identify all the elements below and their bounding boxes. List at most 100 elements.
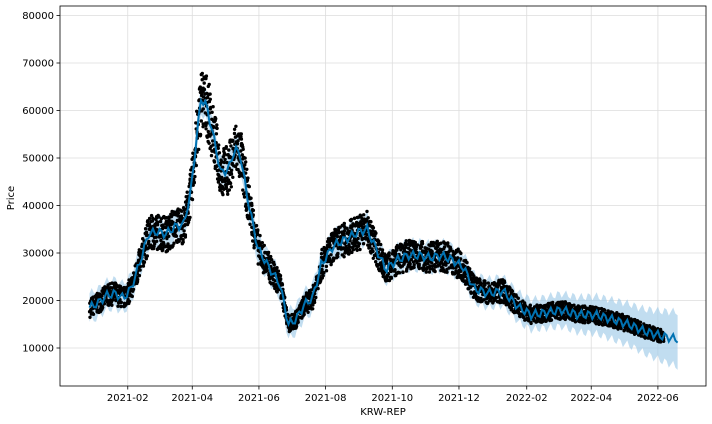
observed-point <box>518 314 522 318</box>
observed-point <box>137 273 142 278</box>
observed-point <box>167 234 171 238</box>
observed-point <box>164 216 169 220</box>
observed-point <box>357 242 362 246</box>
observed-point <box>190 197 195 202</box>
observed-point <box>138 268 142 272</box>
x-tick-label: 2021-12 <box>438 393 480 404</box>
observed-point <box>224 186 228 191</box>
observed-point <box>361 242 366 246</box>
observed-point <box>387 253 391 258</box>
observed-point <box>228 181 233 186</box>
observed-point <box>389 275 393 279</box>
observed-point <box>562 313 566 317</box>
observed-point <box>157 215 161 219</box>
observed-point <box>243 156 247 160</box>
observed-point <box>256 228 260 232</box>
observed-point <box>409 257 413 262</box>
observed-point <box>275 290 279 294</box>
observed-point <box>404 239 408 243</box>
observed-point <box>209 153 214 158</box>
observed-point <box>452 256 457 260</box>
observed-point <box>147 239 151 244</box>
observed-point <box>91 312 96 316</box>
observed-point <box>207 141 211 145</box>
observed-point <box>246 176 250 180</box>
observed-point <box>258 233 262 238</box>
observed-point <box>181 238 185 242</box>
observed-point <box>328 256 332 261</box>
observed-point <box>329 253 333 257</box>
observed-point <box>265 268 269 273</box>
observed-point <box>494 296 498 300</box>
observed-point <box>241 147 245 151</box>
observed-point <box>202 87 207 92</box>
observed-point <box>245 167 249 171</box>
observed-point <box>424 270 428 274</box>
observed-point <box>231 175 235 179</box>
observed-point <box>366 216 370 220</box>
observed-point <box>235 142 240 146</box>
observed-point <box>510 289 515 293</box>
observed-point <box>235 162 239 166</box>
observed-point <box>172 241 176 245</box>
observed-point <box>447 266 451 270</box>
observed-point <box>144 257 148 261</box>
observed-point <box>176 211 181 215</box>
observed-point <box>342 255 346 259</box>
observed-point <box>456 247 460 251</box>
observed-point <box>474 276 479 280</box>
observed-point <box>206 129 210 134</box>
observed-point <box>380 266 384 270</box>
observed-point <box>144 230 149 234</box>
x-tick-label: 2021-02 <box>107 393 149 404</box>
observed-point <box>479 282 483 286</box>
observed-point <box>193 174 197 179</box>
observed-point <box>551 300 555 305</box>
observed-point <box>110 303 114 307</box>
observed-point <box>365 209 369 214</box>
observed-point <box>155 239 159 243</box>
observed-point <box>280 283 285 287</box>
observed-point <box>194 163 198 168</box>
observed-point <box>497 283 501 287</box>
observed-point <box>159 243 163 247</box>
observed-point <box>227 148 231 152</box>
observed-point <box>336 254 340 259</box>
y-tick-label: 70000 <box>22 59 54 70</box>
observed-point <box>223 179 227 183</box>
observed-point <box>227 188 231 192</box>
observed-point <box>488 284 492 288</box>
x-tick-label: 2022-06 <box>637 393 679 404</box>
observed-point <box>328 243 332 247</box>
observed-point <box>444 263 448 267</box>
observed-point <box>119 304 123 309</box>
observed-point <box>459 251 463 256</box>
observed-point <box>145 254 149 258</box>
observed-point <box>251 208 256 213</box>
observed-point <box>603 308 607 312</box>
observed-point <box>215 123 219 127</box>
observed-point <box>337 230 341 234</box>
observed-point <box>138 264 143 269</box>
observed-point <box>254 223 259 228</box>
observed-point <box>404 245 408 250</box>
observed-point <box>207 82 211 87</box>
observed-point <box>319 252 324 256</box>
observed-point <box>256 262 260 266</box>
observed-point <box>371 249 375 254</box>
observed-point <box>423 262 428 267</box>
observed-point <box>243 163 247 167</box>
observed-point <box>180 209 184 213</box>
observed-point <box>334 228 338 232</box>
observed-point <box>244 160 248 164</box>
observed-point <box>556 311 560 316</box>
observed-point <box>217 174 221 178</box>
observed-point <box>188 215 192 220</box>
observed-point <box>136 277 140 282</box>
observed-point <box>629 317 633 321</box>
observed-point <box>379 242 383 247</box>
observed-point <box>435 260 439 265</box>
observed-point <box>191 151 195 155</box>
observed-point <box>165 236 169 241</box>
